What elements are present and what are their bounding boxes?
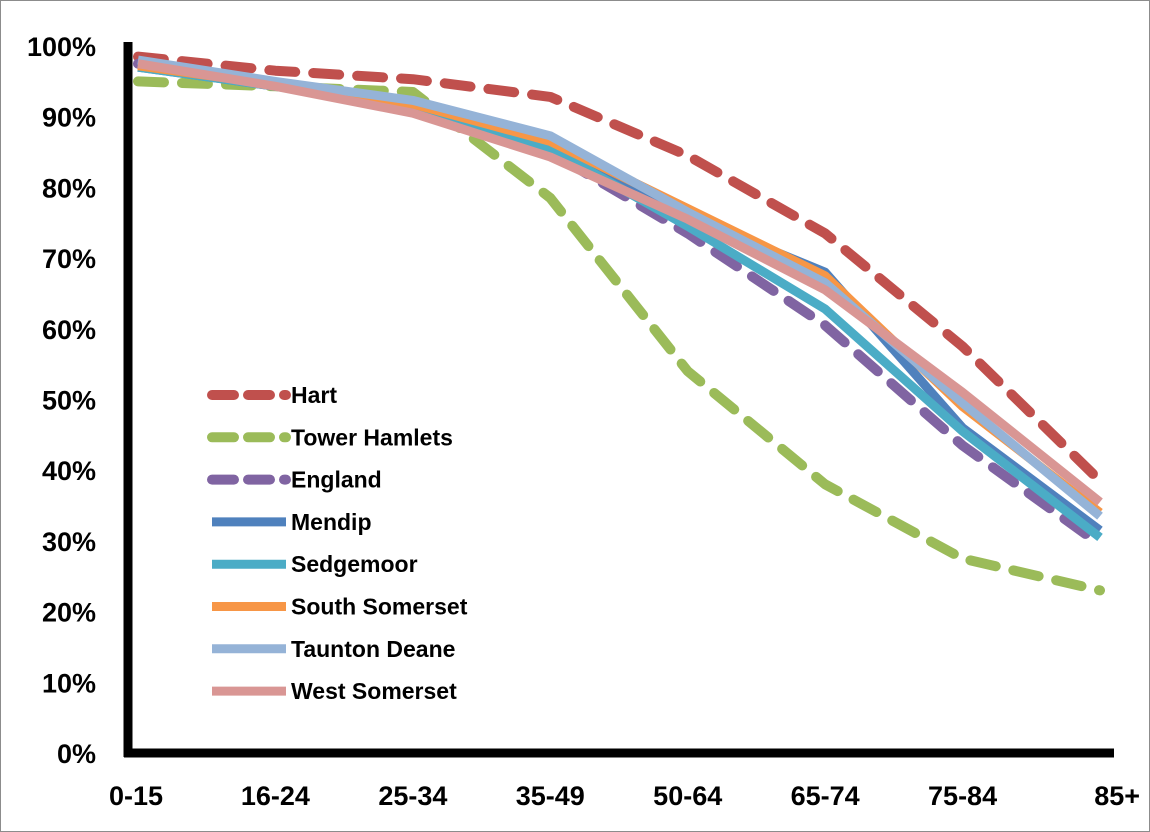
legend-label-mendip: Mendip — [291, 509, 372, 535]
y-tick-label-100: 100% — [27, 32, 96, 62]
legend-label-south-somerset: South Somerset — [291, 594, 468, 620]
series-line-mendip — [137, 62, 1103, 534]
y-tick-label-70: 70% — [42, 244, 96, 274]
x-tick-label-16-24: 16-24 — [241, 781, 310, 811]
legend-label-sedgemoor: Sedgemoor — [291, 551, 418, 577]
y-tick-label-20: 20% — [42, 598, 96, 628]
series-line-hart — [133, 51, 1105, 486]
legend-label-hart: Hart — [291, 382, 337, 408]
legend: Hart Tower Hamlets England Mendip Sedgemoor S… — [207, 382, 468, 704]
series-line-west-somerset — [137, 59, 1103, 506]
series-line-england — [133, 58, 1105, 550]
y-tick-label-30: 30% — [42, 527, 96, 557]
x-tick-label-75-84: 75-84 — [928, 781, 997, 811]
x-tick-label-50-64: 50-64 — [653, 781, 722, 811]
y-tick-label-50: 50% — [42, 386, 96, 416]
x-tick-label-35-49: 35-49 — [516, 781, 585, 811]
legend-label-tower-hamlets: Tower Hamlets — [291, 424, 453, 450]
x-tick-label-25-34: 25-34 — [378, 781, 447, 811]
legend-label-england: England — [291, 467, 382, 493]
x-tick-label-85: 85+ — [1094, 781, 1140, 811]
x-tick-label-0-15: 0-15 — [109, 781, 163, 811]
y-tick-label-40: 40% — [42, 456, 96, 486]
series-line-sedgemoor — [137, 62, 1103, 541]
series-layer — [133, 51, 1105, 596]
y-tick-label-80: 80% — [42, 173, 96, 203]
y-tick-label-60: 60% — [42, 315, 96, 345]
x-tick-label-65-74: 65-74 — [791, 781, 860, 811]
series-line-taunton-deane — [137, 55, 1103, 520]
y-tick-label-10: 10% — [42, 668, 96, 698]
x-tick-labels: 0-15 16-24 25-34 35-49 50-64 65-74 75-84 85+ — [109, 781, 1140, 811]
y-tick-label-0: 0% — [57, 739, 96, 769]
y-tick-labels: 0% 10% 20% 30% 40% 50% 60% 70% 80% 90% 100% — [27, 32, 96, 769]
y-tick-label-90: 90% — [42, 103, 96, 133]
legend-label-taunton-deane: Taunton Deane — [291, 636, 455, 662]
legend-label-west-somerset: West Somerset — [291, 678, 457, 704]
